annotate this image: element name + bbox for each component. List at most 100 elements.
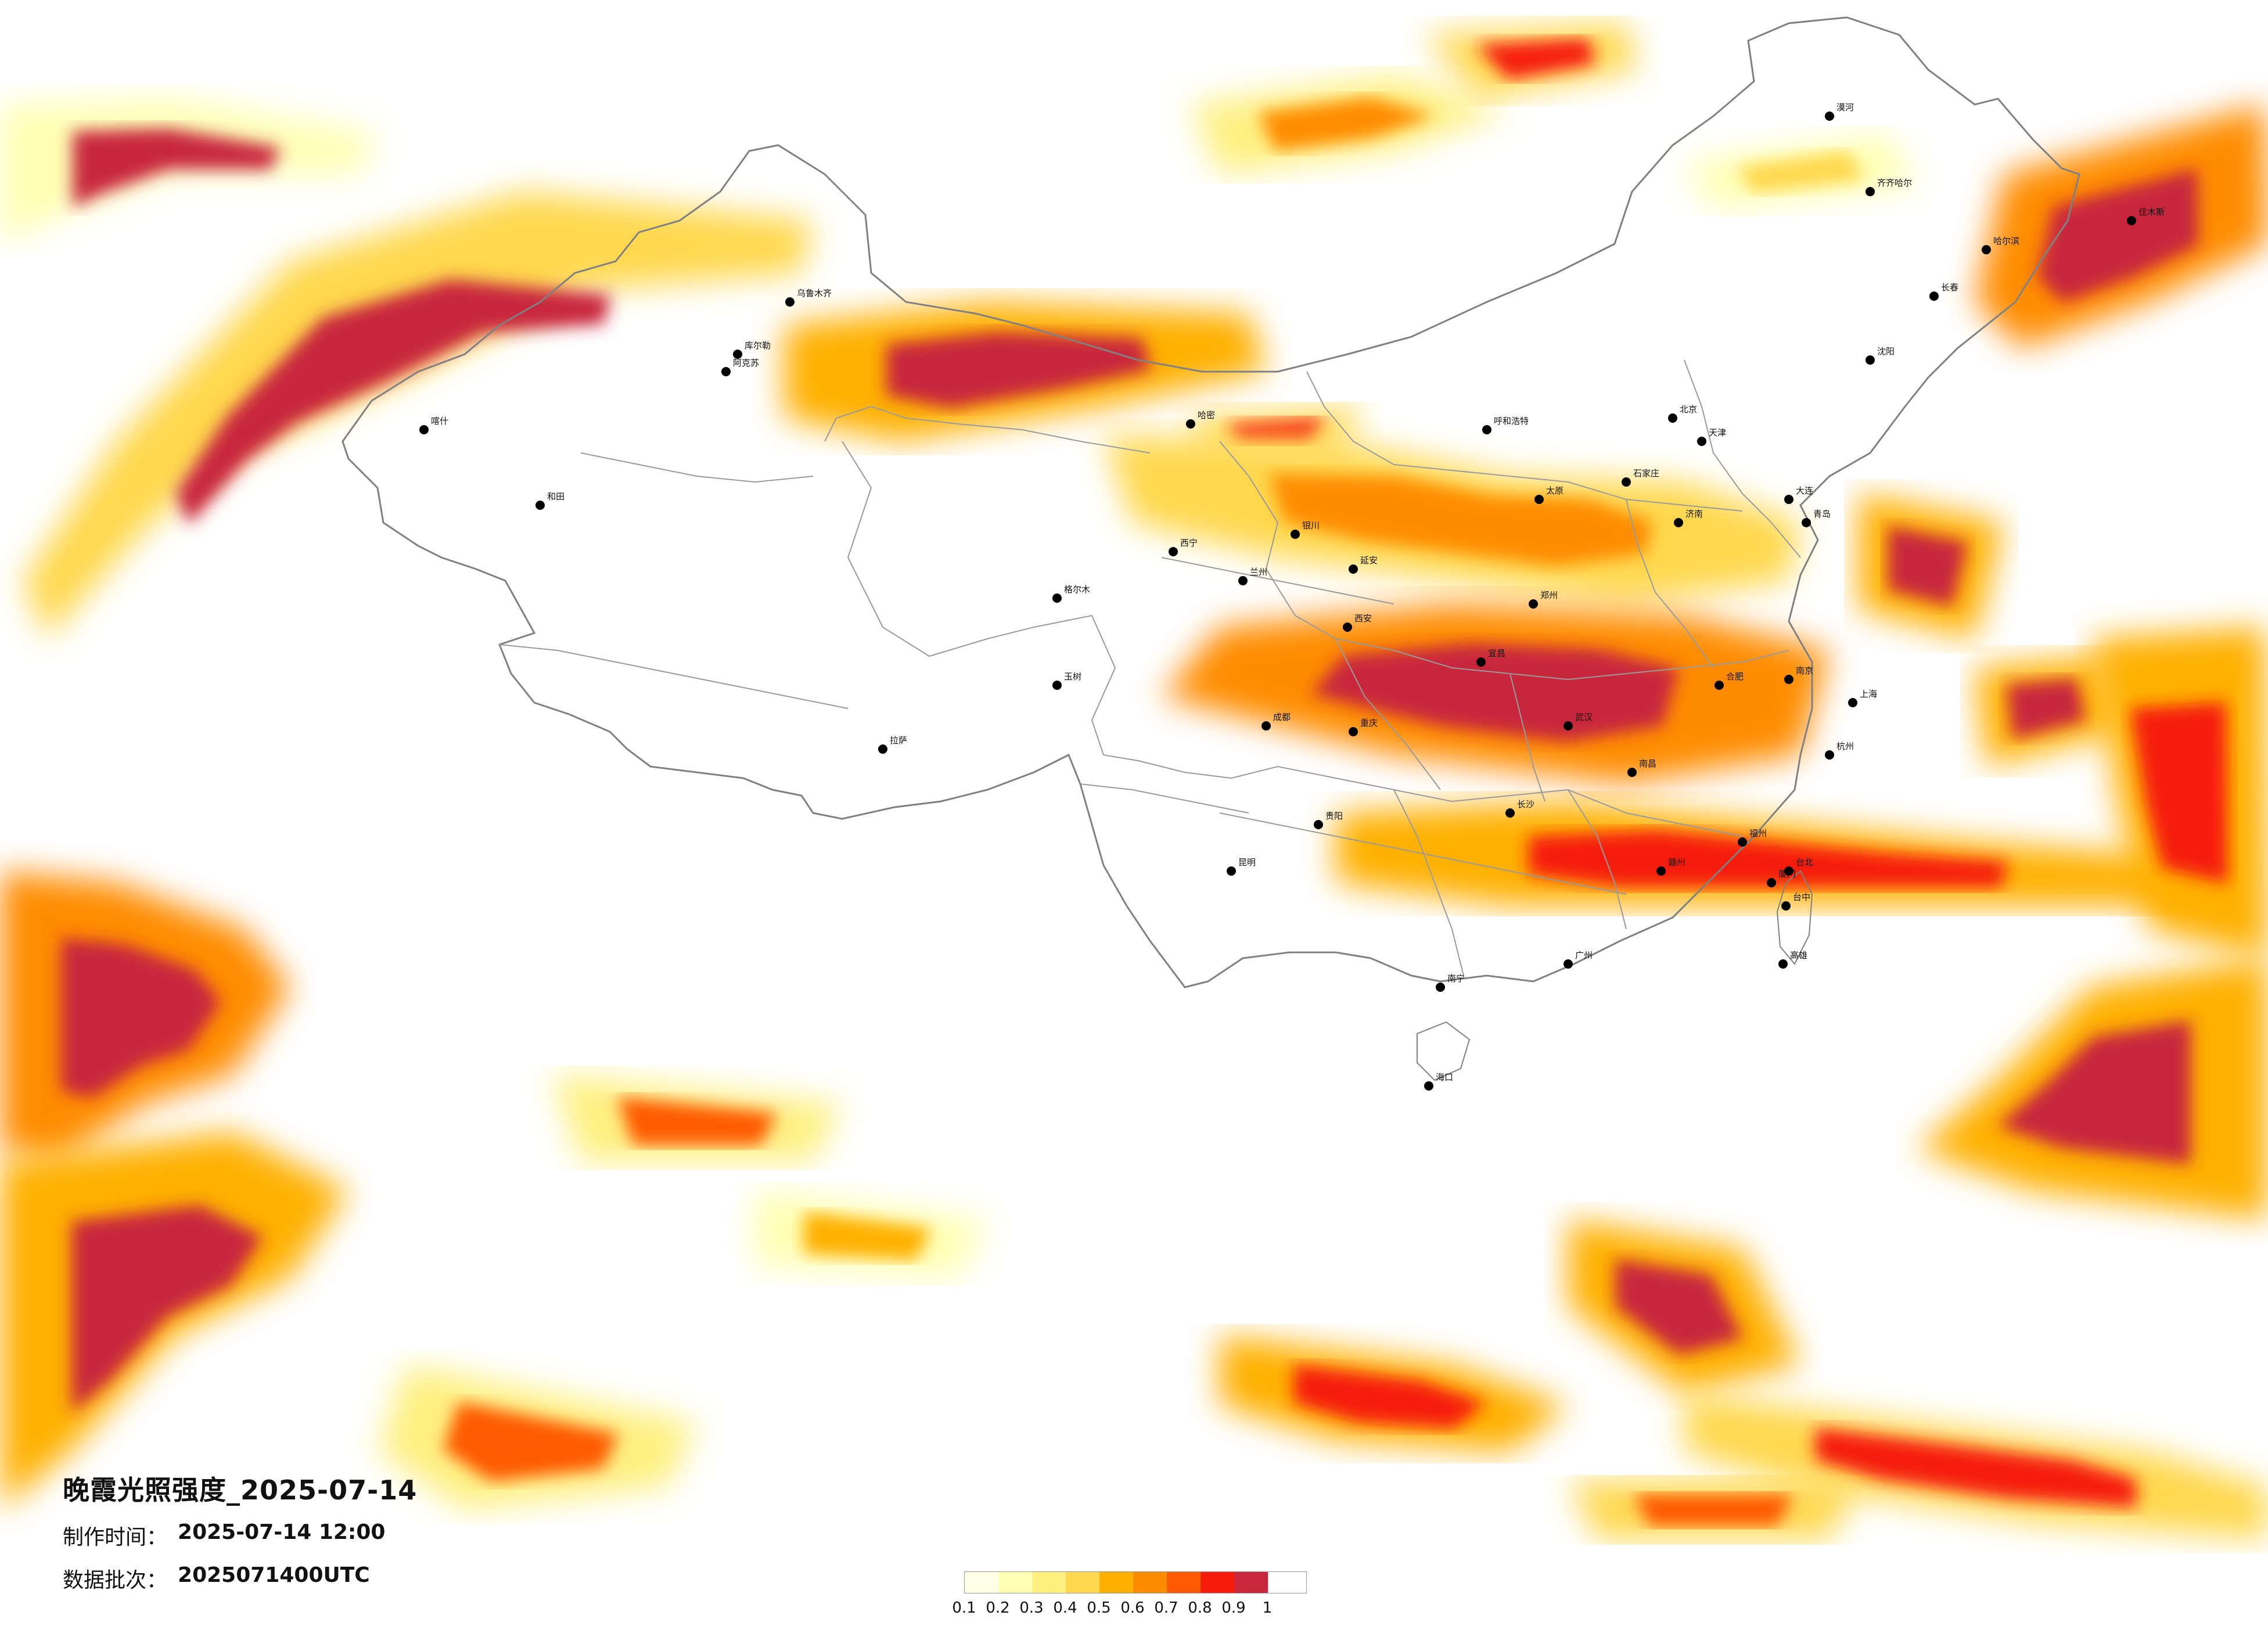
legend-tick-label: 0.3	[1019, 1599, 1044, 1617]
intensity-patch	[1888, 526, 1968, 606]
city-label: 玉树	[1064, 671, 1081, 682]
city-label: 哈尔滨	[1993, 236, 2019, 246]
city-dot	[1169, 547, 1178, 556]
intensity-patch	[1634, 1494, 1793, 1526]
intensity-patch	[617, 1097, 777, 1145]
city-dot	[1291, 530, 1300, 539]
data-batch-row: 数据批次： 2025071400UTC	[63, 1563, 417, 1593]
city-dot	[1563, 721, 1573, 731]
city-label: 上海	[1860, 689, 1877, 699]
city-label: 青岛	[1813, 509, 1831, 519]
legend-tick-label: 0.8	[1188, 1599, 1212, 1617]
city-dot	[1186, 419, 1195, 429]
legend-swatch	[998, 1572, 1032, 1593]
legend-swatch	[1133, 1572, 1167, 1593]
city-dot	[1424, 1081, 1433, 1091]
intensity-patch	[1259, 97, 1435, 151]
city-label: 重庆	[1360, 718, 1378, 728]
city-dot	[1784, 866, 1793, 876]
map-info-block: 晚霞光照强度_2025-07-14 制作时间： 2025-07-14 12:00…	[63, 1469, 417, 1593]
data-batch-label: 数据批次：	[63, 1569, 168, 1592]
intensity-patch	[23, 192, 813, 639]
intensity-patch	[1737, 151, 1864, 193]
city-dot	[721, 367, 731, 376]
city-dot	[1314, 820, 1323, 829]
province-boundaries	[499, 359, 1801, 976]
city-label: 台中	[1793, 892, 1810, 902]
legend-tick-label: 0.1	[952, 1599, 976, 1617]
intensity-patch	[1228, 418, 1324, 444]
city-dot	[1866, 355, 1875, 365]
intensity-patch	[0, 99, 378, 244]
city-label: 广州	[1575, 950, 1593, 961]
city-label: 库尔勒	[745, 340, 771, 351]
intensity-patch	[1529, 830, 2008, 887]
intensity-patch	[2130, 702, 2228, 884]
legend-tick-label: 0.9	[1221, 1599, 1246, 1617]
hainan-island	[1417, 1021, 1471, 1081]
city-label: 高雄	[1790, 950, 1807, 961]
city-label: 沈阳	[1877, 346, 1895, 357]
city-label: 格尔木	[1064, 584, 1090, 595]
city-dot	[1848, 698, 1857, 707]
intensity-patch	[1615, 1259, 1743, 1355]
legend-swatch	[1099, 1572, 1133, 1593]
legend-swatch	[965, 1572, 998, 1593]
city-label: 北京	[1680, 404, 1697, 415]
city-dot	[1261, 721, 1271, 731]
legend-swatch	[1032, 1572, 1066, 1593]
legend-tick-label: 0.7	[1154, 1599, 1178, 1617]
city-label: 大连	[1796, 485, 1813, 496]
legend-tick-label: 0.6	[1120, 1599, 1145, 1617]
city-label: 武汉	[1575, 712, 1593, 722]
city-dot	[1505, 808, 1515, 818]
city-label: 齐齐哈尔	[1877, 178, 1912, 188]
city-label: 郑州	[1540, 590, 1558, 600]
legend-tick-label: 1	[1262, 1599, 1273, 1617]
map-title: 晚霞光照强度_2025-07-14	[63, 1474, 418, 1506]
city-dot	[1715, 681, 1724, 690]
legend-swatch	[1234, 1572, 1268, 1593]
city-dot	[1866, 187, 1875, 196]
legend-swatch	[1066, 1572, 1099, 1593]
city-dot	[1668, 413, 1677, 423]
intensity-patch	[176, 279, 610, 525]
city-label: 长春	[1941, 282, 1958, 293]
city-label: 阿克苏	[733, 358, 759, 368]
city-label: 台北	[1796, 857, 1813, 868]
city-label: 太原	[1546, 485, 1563, 496]
city-label: 佳木斯	[2138, 207, 2165, 217]
intensity-patch	[804, 1212, 932, 1260]
city-dot	[1825, 111, 1834, 121]
intensity-patch	[61, 938, 221, 1098]
intensity-patch	[443, 1402, 619, 1481]
city-dot	[1343, 623, 1352, 632]
legend-tick-label: 0.2	[986, 1599, 1010, 1617]
country-boundary	[342, 16, 2080, 988]
city-dot	[1674, 518, 1683, 527]
made-time-label: 制作时间：	[63, 1526, 168, 1549]
data-batch-value: 2025071400UTC	[178, 1563, 370, 1587]
city-label: 漠河	[1836, 102, 1854, 113]
color-legend: 0.1 0.2 0.3 0.4 0.5 0.6 0.7 0.8 0.9 1	[952, 1571, 1307, 1617]
city-dot	[1227, 866, 1236, 876]
intensity-patch	[1476, 38, 1595, 80]
legend-swatch	[1201, 1572, 1234, 1593]
city-label: 昆明	[1238, 857, 1256, 868]
city-label: 呼和浩特	[1494, 416, 1529, 426]
city-dot	[1436, 983, 1445, 992]
intensity-patch	[0, 1132, 348, 1510]
city-label: 兰州	[1250, 567, 1267, 577]
city-label: 成都	[1273, 712, 1291, 722]
city-dot	[1622, 477, 1631, 487]
city-dot	[1563, 959, 1573, 969]
intensity-patch	[2037, 168, 2198, 303]
city-label: 银川	[1302, 520, 1320, 531]
city-label: 赣州	[1668, 857, 1685, 868]
city-label: 贵阳	[1325, 811, 1343, 821]
city-label: 西宁	[1180, 538, 1198, 548]
city-label: 哈密	[1198, 410, 1215, 420]
intensity-patch	[1311, 643, 1678, 742]
city-label: 拉萨	[890, 735, 907, 746]
